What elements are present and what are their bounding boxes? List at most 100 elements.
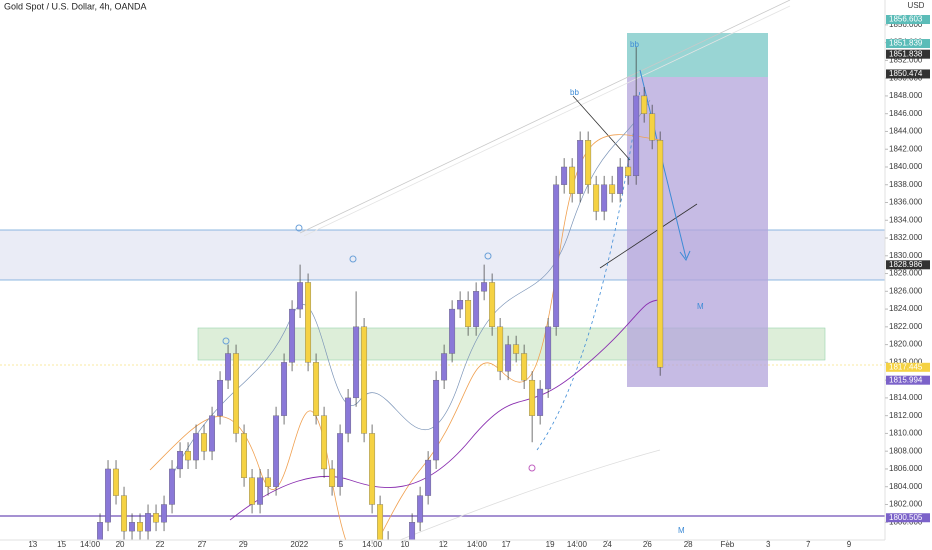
candle-body: [369, 433, 376, 505]
arrow: [679, 250, 691, 261]
candle-body: [345, 397, 352, 434]
candle-body: [273, 415, 280, 487]
marker: [484, 252, 492, 260]
x-tick-label: 3: [766, 540, 771, 549]
x-tick-label: 12: [439, 540, 448, 549]
y-tick-label: 1824.000: [889, 304, 923, 313]
trend-line: [299, 0, 791, 234]
candle-body: [457, 300, 464, 310]
candle-body: [465, 300, 472, 327]
y-tick-label: 1810.000: [889, 429, 923, 438]
price-tag-label: 1828.986: [889, 260, 923, 269]
annotation: M: [678, 526, 685, 535]
chart-title: Gold Spot / U.S. Dollar, 4h, OANDA: [4, 1, 147, 11]
candle-body: [161, 504, 167, 523]
candle-body: [177, 451, 183, 470]
candle-body: [497, 326, 504, 372]
candle-body: [385, 539, 392, 540]
price-tag: [886, 69, 930, 79]
candle-body: [585, 140, 592, 185]
x-tick-label: 29: [239, 540, 248, 549]
y-tick-label: 1842.000: [889, 144, 923, 153]
price-tag-label: 1851.839: [889, 39, 923, 48]
x-tick-label: 28: [684, 540, 693, 549]
y-tick-label: 1812.000: [889, 411, 923, 420]
candle-body: [617, 166, 624, 194]
candle-body: [313, 362, 320, 416]
candle-body: [537, 388, 544, 416]
price-tag-label: 1815.994: [889, 375, 923, 384]
marker: [528, 464, 536, 472]
price-tag-label: 1856.603: [889, 15, 923, 24]
candle-body: [361, 326, 368, 434]
candle-body: [441, 353, 448, 381]
pattern-line: [599, 203, 698, 269]
y-tick-label: 1818.000: [889, 357, 923, 366]
candle-body: [473, 291, 480, 327]
y-tick-label: 1814.000: [889, 393, 923, 402]
price-tag: [886, 49, 930, 59]
candle-body: [561, 166, 568, 185]
candle-body: [553, 184, 560, 327]
y-tick-label: 1804.000: [889, 482, 923, 491]
x-tick-label: 19: [546, 540, 555, 549]
candle-body: [113, 468, 119, 496]
candle-body: [425, 459, 432, 496]
x-tick-label: 14:00: [80, 540, 101, 549]
x-tick-label: 2022: [290, 540, 308, 549]
y-tick-label: 1848.000: [889, 91, 923, 100]
y-tick-label: 1838.000: [889, 180, 923, 189]
candle-body: [137, 522, 143, 532]
candle-body: [513, 344, 520, 354]
y-tick-label: 1844.000: [889, 127, 923, 136]
annotation: bb: [630, 40, 639, 49]
y-tick-label: 1832.000: [889, 233, 923, 242]
y-tick-label: 1802.000: [889, 500, 923, 509]
y-tick-label: 1806.000: [889, 464, 923, 473]
x-tick-label: 24: [603, 540, 612, 549]
candle-body: [377, 504, 384, 540]
y-tick-label: 1836.000: [889, 198, 923, 207]
candle-body: [225, 353, 232, 381]
candle-body: [257, 477, 264, 505]
candle-body: [321, 415, 328, 470]
price-tag: [886, 260, 930, 270]
x-tick-label: 10: [400, 540, 409, 549]
y-tick-label: 1830.000: [889, 251, 923, 260]
moving-average: [399, 449, 661, 540]
price-tag-label: 1851.838: [889, 49, 923, 58]
y-tick-label: 1826.000: [889, 286, 923, 295]
candle-body: [521, 353, 528, 381]
target-box: [627, 33, 768, 77]
candle-body: [529, 379, 536, 416]
annotation: M: [697, 302, 704, 311]
marker: [295, 224, 303, 232]
x-tick-label: 7: [806, 540, 811, 549]
candle-body: [145, 513, 151, 532]
candle-body: [105, 468, 111, 523]
candle-body: [577, 140, 584, 194]
candle-body: [593, 184, 600, 212]
candle-body: [657, 140, 664, 368]
candle-body: [129, 522, 135, 532]
candle-body: [169, 468, 175, 505]
candle-body: [121, 495, 127, 532]
price-tag: [886, 15, 930, 25]
candle-body: [201, 433, 207, 452]
y-tick-label: 1822.000: [889, 322, 923, 331]
y-tick-label: 1840.000: [889, 162, 923, 171]
price-tag: [886, 513, 930, 523]
candle-body: [505, 344, 512, 372]
x-tick-label: 22: [156, 540, 165, 549]
trend-line: [303, 5, 791, 237]
candle-body: [609, 184, 616, 194]
candle-body: [489, 282, 496, 327]
candle-body: [193, 433, 199, 461]
price-tag: [886, 375, 930, 385]
candle-body: [281, 362, 288, 416]
candle-body: [641, 95, 648, 114]
currency: USD: [908, 1, 925, 10]
curve: [536, 89, 641, 451]
